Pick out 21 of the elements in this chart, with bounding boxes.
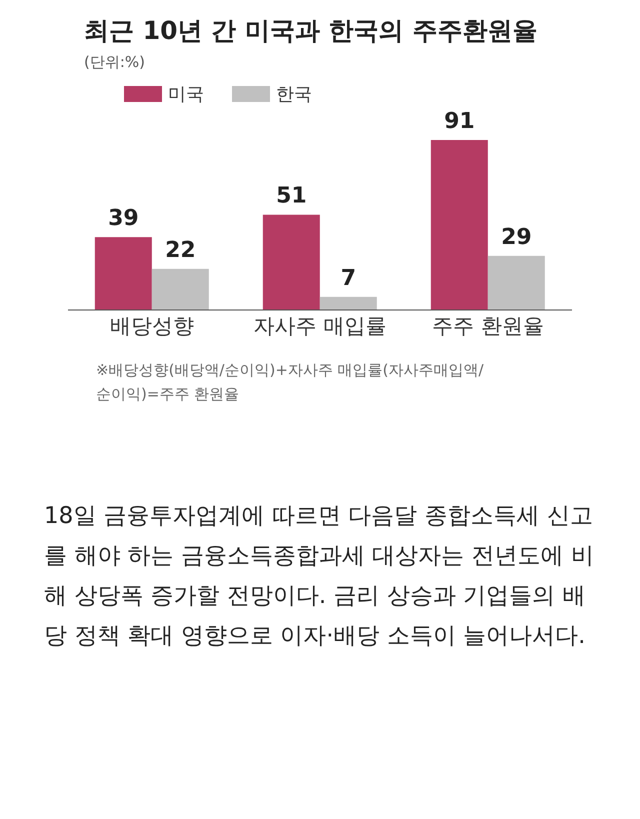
legend-label: 한국 xyxy=(276,83,312,106)
data-label: 7 xyxy=(340,266,356,291)
x-tick-label: 자사주 매입률 xyxy=(254,314,386,338)
legend-label: 미국 xyxy=(168,83,204,106)
data-label: 29 xyxy=(501,224,532,250)
bar xyxy=(320,296,377,310)
chart-subtitle: (단위:%) xyxy=(84,53,146,72)
text: ※배당성향(배당액/순이익)+자사주 매입률(자사주매입액/순이익)=주주 환원율 xyxy=(95,360,485,405)
bar xyxy=(94,237,152,310)
text: 18일 금융투자업계에 따르면 다음달 종합소득세 신고를 해야 하는 금융소득종합과세 대상자는 전년도에 비해 상당폭 증가할 전망이다. 금리 상승과 기업들의 배당 정책 확대 영향으로 이자·배당 소득이 늘어나서다. xyxy=(44,502,595,651)
data-label: 39 xyxy=(108,206,139,232)
chart-title: 최근 10년 간 미국과 한국의 주주환원율 xyxy=(84,15,538,47)
bar xyxy=(488,256,545,310)
data-label: 91 xyxy=(444,109,475,134)
x-tick-label: 주주 환원율 xyxy=(432,314,544,338)
x-tick-label: 배당성향 xyxy=(110,314,194,338)
bar xyxy=(262,214,320,310)
data-label: 51 xyxy=(276,184,307,209)
data-label: 22 xyxy=(165,238,196,263)
bar xyxy=(152,268,209,310)
bar xyxy=(430,140,488,310)
